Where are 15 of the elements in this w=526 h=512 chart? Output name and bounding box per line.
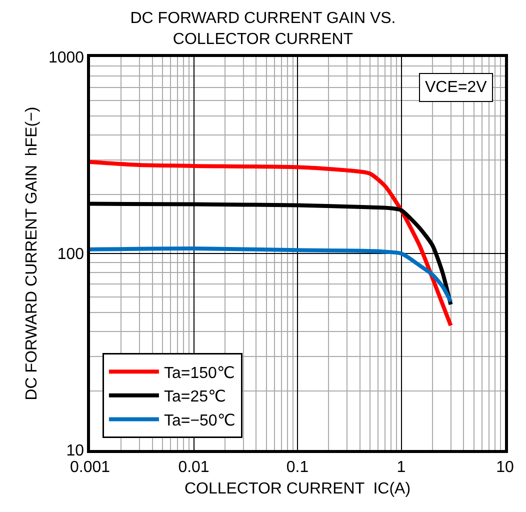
annotation: VCE=2V [425,79,488,96]
x-tick-label: 0.001 [70,458,110,476]
legend-label: Ta=150℃ [164,364,235,382]
chart-title: DC FORWARD CURRENT GAIN VS. COLLECTOR CURRENT [130,10,396,48]
legend-label: Ta=25℃ [164,388,226,406]
x-tick-label: 0.01 [178,458,210,476]
y-axis-title: DC FORWARD CURRENT GAIN hFE(−) [23,106,40,400]
y-tick-label: 1000 [48,50,84,67]
x-tick-label: 10 [496,458,514,476]
y-tick-label: 10 [66,442,84,460]
legend-label: Ta=−50℃ [164,412,236,430]
x-tick-label: 1 [396,458,406,476]
x-axis-title: COLLECTOR CURRENT IC(A) [184,480,411,498]
y-tick-label: 100 [57,246,84,264]
x-tick-label: 0.1 [286,458,309,476]
